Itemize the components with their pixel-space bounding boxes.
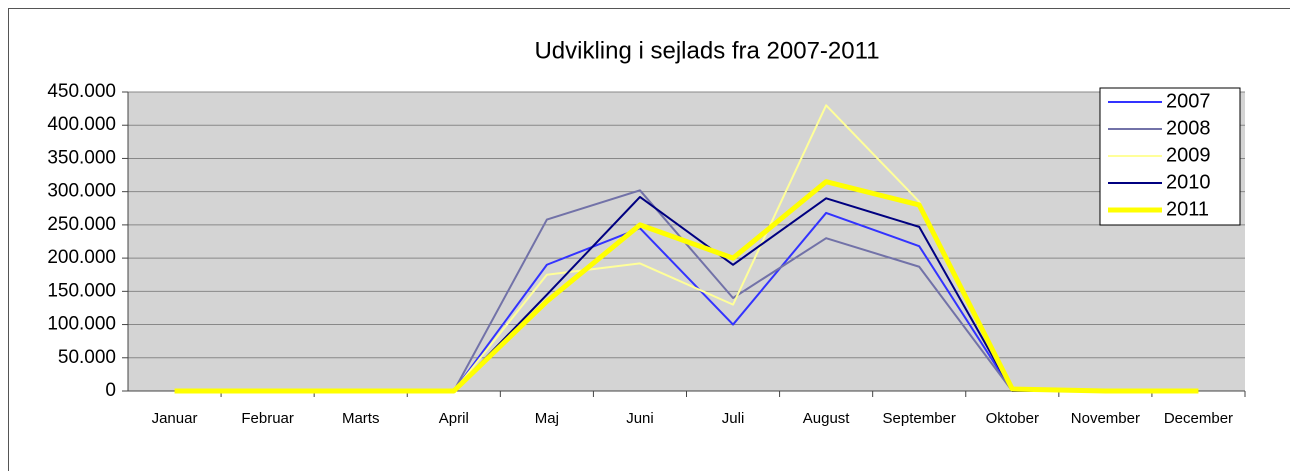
chart-title: Udvikling i sejlads fra 2007-2011 [534,37,879,64]
y-tick-label: 100.000 [47,314,116,335]
x-tick-label: Marts [342,410,380,427]
x-tick-label: Maj [535,410,559,427]
y-tick-label: 250.000 [47,214,116,235]
y-tick-label: 200.000 [47,247,116,268]
y-tick-label: 450.000 [47,81,116,102]
x-tick-label: Oktober [986,410,1039,427]
legend-label: 2011 [1166,198,1209,220]
y-tick-label: 400.000 [47,114,116,135]
x-tick-label: April [439,410,469,427]
x-tick-label: August [803,410,851,427]
y-tick-label: 350.000 [47,147,116,168]
x-tick-label: Januar [152,410,198,427]
x-tick-label: Juli [722,410,745,427]
y-tick-label: 300.000 [47,181,116,202]
y-tick-label: 150.000 [47,280,116,301]
legend-label: 2010 [1166,171,1211,193]
x-tick-label: November [1071,410,1140,427]
y-tick-label: 0 [105,380,116,401]
x-tick-label: December [1164,410,1233,427]
x-tick-label: Februar [241,410,294,427]
x-tick-label: Juni [626,410,654,427]
legend-label: 2007 [1166,90,1211,112]
legend-label: 2008 [1166,117,1211,139]
legend-label: 2009 [1166,144,1211,166]
y-tick-label: 50.000 [58,347,116,368]
x-tick-label: September [883,410,956,427]
